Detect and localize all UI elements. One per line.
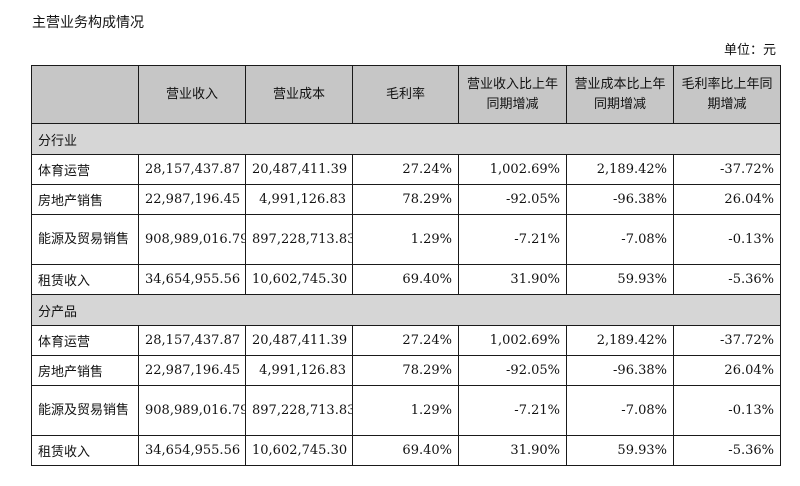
table-row: 体育运营 28,157,437.87 20,487,411.39 27.24% … — [31, 154, 781, 185]
table-row: 房地产销售 22,987,196.45 4,991,126.83 78.29% … — [31, 184, 781, 215]
cell-gross-margin: 69.40% — [352, 264, 459, 295]
header-cell-blank — [31, 65, 139, 124]
section-label: 分产品 — [31, 294, 781, 326]
cell-revenue: 28,157,437.87 — [138, 325, 246, 356]
header-cell-gross-margin: 毛利率 — [352, 65, 459, 124]
cell-gross-margin: 78.29% — [352, 355, 459, 386]
header-cell-cost: 营业成本 — [245, 65, 353, 124]
table-row: 体育运营 28,157,437.87 20,487,411.39 27.24% … — [31, 325, 781, 356]
cell-cost-yoy: 59.93% — [566, 264, 674, 295]
cell-revenue: 22,987,196.45 — [138, 355, 246, 386]
cell-cost: 897,228,713.83 — [245, 214, 353, 265]
cell-cost-yoy: 2,189.42% — [566, 154, 674, 185]
section-row: 分产品 — [31, 294, 781, 326]
cell-revenue: 908,989,016.79 — [138, 385, 246, 436]
section-label: 分行业 — [31, 123, 781, 155]
cell-revenue-yoy: -92.05% — [458, 355, 567, 386]
cell-margin-yoy: -37.72% — [673, 154, 781, 185]
header-cell-revenue-yoy: 营业收入比上年同期增减 — [458, 65, 567, 124]
cell-revenue-yoy: 1,002.69% — [458, 325, 567, 356]
row-name: 能源及贸易销售 — [31, 385, 139, 436]
cell-cost: 897,228,713.83 — [245, 385, 353, 436]
table-row: 能源及贸易销售 908,989,016.79 897,228,713.83 1.… — [31, 385, 781, 436]
cell-revenue-yoy: 1,002.69% — [458, 154, 567, 185]
cell-gross-margin: 78.29% — [352, 184, 459, 215]
cell-gross-margin: 27.24% — [352, 154, 459, 185]
row-name: 租赁收入 — [31, 264, 139, 295]
cell-cost-yoy: -96.38% — [566, 184, 674, 215]
cell-cost: 10,602,745.30 — [245, 435, 353, 466]
cell-cost: 4,991,126.83 — [245, 184, 353, 215]
cell-margin-yoy: -5.36% — [673, 435, 781, 466]
cell-margin-yoy: -5.36% — [673, 264, 781, 295]
header-cell-margin-yoy: 毛利率比上年同期增减 — [673, 65, 781, 124]
cell-gross-margin: 27.24% — [352, 325, 459, 356]
page-title: 主营业务构成情况 — [32, 15, 144, 31]
cell-cost: 10,602,745.30 — [245, 264, 353, 295]
cell-revenue-yoy: -7.21% — [458, 214, 567, 265]
cell-revenue-yoy: -92.05% — [458, 184, 567, 215]
cell-cost: 4,991,126.83 — [245, 355, 353, 386]
section-row: 分行业 — [31, 123, 781, 155]
cell-revenue: 28,157,437.87 — [138, 154, 246, 185]
cell-margin-yoy: -37.72% — [673, 325, 781, 356]
cell-margin-yoy: 26.04% — [673, 355, 781, 386]
cell-cost: 20,487,411.39 — [245, 154, 353, 185]
cell-margin-yoy: -0.13% — [673, 385, 781, 436]
cell-cost-yoy: 2,189.42% — [566, 325, 674, 356]
cell-revenue: 22,987,196.45 — [138, 184, 246, 215]
table-row: 租赁收入 34,654,955.56 10,602,745.30 69.40% … — [31, 264, 781, 295]
cell-cost-yoy: -7.08% — [566, 214, 674, 265]
row-name: 租赁收入 — [31, 435, 139, 466]
table-row: 房地产销售 22,987,196.45 4,991,126.83 78.29% … — [31, 355, 781, 386]
row-name: 能源及贸易销售 — [31, 214, 139, 265]
cell-cost-yoy: 59.93% — [566, 435, 674, 466]
row-name: 房地产销售 — [31, 184, 139, 215]
row-name: 房地产销售 — [31, 355, 139, 386]
cell-margin-yoy: 26.04% — [673, 184, 781, 215]
header-cell-cost-yoy: 营业成本比上年同期增减 — [566, 65, 674, 124]
business-composition-table: 营业收入 营业成本 毛利率 营业收入比上年同期增减 营业成本比上年同期增减 毛利… — [31, 65, 781, 466]
cell-revenue: 34,654,955.56 — [138, 264, 246, 295]
cell-revenue: 34,654,955.56 — [138, 435, 246, 466]
table-row: 租赁收入 34,654,955.56 10,602,745.30 69.40% … — [31, 435, 781, 466]
cell-gross-margin: 69.40% — [352, 435, 459, 466]
cell-cost-yoy: -96.38% — [566, 355, 674, 386]
cell-gross-margin: 1.29% — [352, 214, 459, 265]
cell-revenue-yoy: 31.90% — [458, 264, 567, 295]
row-name: 体育运营 — [31, 325, 139, 356]
table-row: 能源及贸易销售 908,989,016.79 897,228,713.83 1.… — [31, 214, 781, 265]
header-cell-revenue: 营业收入 — [138, 65, 246, 124]
cell-cost-yoy: -7.08% — [566, 385, 674, 436]
cell-revenue-yoy: 31.90% — [458, 435, 567, 466]
unit-label: 单位：元 — [723, 43, 776, 58]
cell-cost: 20,487,411.39 — [245, 325, 353, 356]
cell-revenue-yoy: -7.21% — [458, 385, 567, 436]
header-row: 营业收入 营业成本 毛利率 营业收入比上年同期增减 营业成本比上年同期增减 毛利… — [31, 65, 781, 124]
cell-margin-yoy: -0.13% — [673, 214, 781, 265]
cell-gross-margin: 1.29% — [352, 385, 459, 436]
row-name: 体育运营 — [31, 154, 139, 185]
cell-revenue: 908,989,016.79 — [138, 214, 246, 265]
